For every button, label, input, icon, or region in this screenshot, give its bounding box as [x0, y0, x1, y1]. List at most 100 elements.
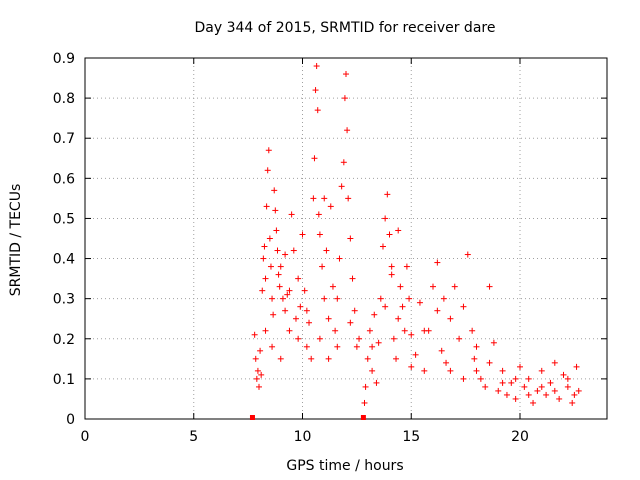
data-point [438, 347, 445, 354]
data-point [403, 263, 410, 270]
data-point [325, 315, 332, 322]
data-point [310, 195, 317, 202]
data-point [288, 211, 295, 218]
y-tick-label: 0.7 [53, 131, 75, 147]
data-point [336, 255, 343, 262]
data-point [390, 335, 397, 342]
data-point [311, 155, 318, 162]
data-point [564, 383, 571, 390]
data-point [252, 355, 259, 362]
data-point [440, 295, 447, 302]
data-point [351, 307, 358, 314]
data-point [421, 367, 428, 374]
data-point [395, 227, 402, 234]
data-point [495, 387, 502, 394]
data-point [343, 71, 349, 78]
data-point [299, 231, 306, 238]
data-point [334, 295, 341, 302]
x-axis-label: GPS time / hours [286, 458, 403, 474]
data-point [356, 335, 363, 342]
data-point [316, 335, 323, 342]
data-point [499, 367, 506, 374]
data-point [477, 375, 484, 382]
data-point [349, 275, 356, 282]
data-point [276, 283, 283, 290]
data-point [379, 243, 386, 250]
data-point [306, 319, 313, 326]
data-point [269, 343, 276, 350]
y-tick-label: 0.4 [53, 252, 75, 268]
data-point [538, 383, 545, 390]
data-point [401, 327, 408, 334]
data-point [308, 355, 315, 362]
data-point [397, 283, 404, 290]
data-point [530, 399, 537, 406]
data-point [257, 347, 264, 354]
data-point [543, 391, 550, 398]
data-point [416, 299, 423, 306]
data-point [456, 335, 463, 342]
data-point [327, 203, 334, 210]
data-point [329, 283, 336, 290]
plot-frame [84, 57, 608, 420]
data-point [251, 331, 258, 338]
data-point [551, 359, 558, 366]
y-tick-label: 0.1 [53, 372, 75, 388]
data-point [434, 259, 441, 266]
data-point [571, 391, 578, 398]
data-point [393, 355, 400, 362]
y-tick-label: 0 [66, 412, 75, 428]
y-axis-label: SRMTID / TECUs [8, 184, 24, 297]
data-point [266, 235, 273, 242]
y-tick-label: 0.2 [53, 332, 75, 348]
data-point [377, 295, 384, 302]
data-point [369, 367, 376, 374]
x-tick-label: 20 [511, 429, 529, 445]
data-point [406, 295, 413, 302]
data-point [408, 363, 415, 370]
data-point [261, 243, 268, 250]
data-point [512, 395, 519, 402]
data-point [338, 183, 345, 190]
data-point [347, 235, 354, 242]
data-point [259, 287, 266, 294]
data-point [270, 311, 277, 318]
data-point [434, 307, 441, 314]
data-point [371, 311, 378, 318]
data-point [464, 251, 471, 258]
data-point [277, 263, 284, 270]
data-point [486, 283, 493, 290]
data-point [573, 363, 580, 370]
x-tick-label: 5 [189, 429, 198, 445]
data-point [286, 327, 293, 334]
data-point [340, 159, 347, 166]
data-point [279, 295, 286, 302]
data-point [290, 247, 297, 254]
data-point [575, 387, 582, 394]
data-point [388, 271, 395, 278]
data-point [382, 215, 389, 222]
data-point [303, 343, 310, 350]
data-point [569, 399, 576, 406]
data-point [375, 339, 382, 346]
data-point [262, 327, 269, 334]
data-point [284, 291, 291, 298]
data-point [551, 387, 558, 394]
data-point [332, 327, 339, 334]
data-point [323, 247, 330, 254]
data-point [460, 375, 467, 382]
data-point [486, 359, 493, 366]
data-point [273, 227, 280, 234]
data-point [517, 363, 523, 370]
data-point [564, 375, 571, 382]
y-tick-label: 0.5 [53, 211, 75, 227]
data-point [443, 359, 450, 366]
data-point [521, 383, 528, 390]
data-point [364, 355, 371, 362]
data-point [395, 315, 402, 322]
data-point [341, 95, 348, 102]
segment-marker [249, 415, 255, 420]
y-tick-label: 0.3 [53, 292, 75, 308]
data-point [538, 367, 545, 374]
